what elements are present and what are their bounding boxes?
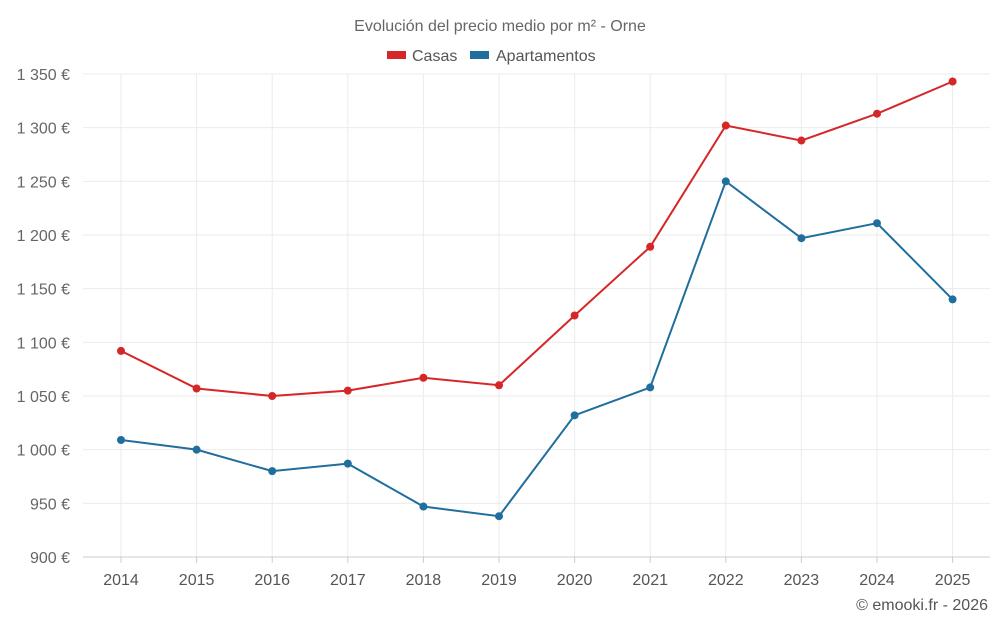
x-tick-label: 2023	[784, 572, 820, 589]
data-point[interactable]	[721, 177, 730, 186]
data-point[interactable]	[495, 381, 503, 390]
data-point[interactable]	[948, 77, 957, 86]
series-casas	[117, 77, 957, 400]
x-tick-label: 2024	[859, 572, 895, 589]
y-tick-label: 1 350 €	[17, 67, 70, 84]
data-point[interactable]	[721, 121, 730, 130]
data-point[interactable]	[948, 295, 957, 304]
data-point[interactable]	[873, 109, 881, 118]
y-tick-label: 1 050 €	[17, 389, 70, 406]
x-tick-label: 2022	[708, 572, 744, 589]
x-tick-label: 2015	[179, 572, 215, 589]
x-tick-label: 2025	[935, 572, 971, 589]
legend: Casas Apartamentos	[387, 48, 596, 65]
x-tick-label: 2018	[406, 572, 442, 589]
y-tick-label: 1 000 €	[17, 443, 70, 460]
data-point[interactable]	[343, 386, 352, 395]
data-point[interactable]	[646, 383, 655, 392]
legend-label[interactable]: Apartamentos	[496, 48, 596, 65]
series-lines	[117, 77, 957, 521]
data-point[interactable]	[797, 136, 806, 145]
data-point[interactable]	[192, 384, 201, 393]
data-point[interactable]	[419, 502, 428, 511]
data-point[interactable]	[797, 234, 806, 243]
x-tick-label: 2016	[254, 572, 290, 589]
y-tick-label: 1 300 €	[17, 121, 70, 138]
x-tick-label: 2021	[632, 572, 668, 589]
data-point[interactable]	[343, 459, 352, 468]
x-tick-label: 2014	[103, 572, 139, 589]
x-tick-label: 2017	[330, 572, 366, 589]
series-line	[120, 179, 954, 518]
data-point[interactable]	[268, 392, 277, 400]
legend-swatch[interactable]	[387, 51, 406, 59]
data-point[interactable]	[117, 346, 125, 355]
data-point[interactable]	[873, 219, 881, 228]
x-tick-label: 2019	[481, 572, 517, 589]
data-point[interactable]	[495, 512, 503, 521]
data-point[interactable]	[646, 242, 655, 251]
data-point[interactable]	[192, 445, 201, 454]
y-tick-label: 1 100 €	[17, 335, 70, 352]
y-tick-label: 900 €	[30, 550, 70, 567]
grid	[83, 73, 990, 558]
y-tick-label: 1 150 €	[17, 282, 70, 299]
chart-title: Evolución del precio medio por m² - Orne	[354, 18, 646, 35]
y-tick-label: 950 €	[30, 496, 70, 513]
y-tick-label: 1 250 €	[17, 174, 70, 191]
data-point[interactable]	[117, 436, 125, 445]
legend-label[interactable]: Casas	[412, 48, 457, 65]
data-point[interactable]	[268, 467, 277, 476]
y-tick-label: 1 200 €	[17, 228, 70, 245]
credit-text: © emooki.fr - 2026	[856, 597, 988, 614]
x-tick-label: 2020	[557, 572, 593, 589]
data-point[interactable]	[570, 311, 579, 320]
data-point[interactable]	[419, 373, 428, 382]
legend-swatch[interactable]	[470, 51, 489, 59]
series-apartamentos	[117, 177, 957, 521]
axes: 900 € 950 € 1 000 € 1 050 € 1 100 € 1 150 € 1 …	[17, 67, 990, 589]
data-point[interactable]	[570, 411, 579, 420]
series-line	[120, 80, 953, 398]
